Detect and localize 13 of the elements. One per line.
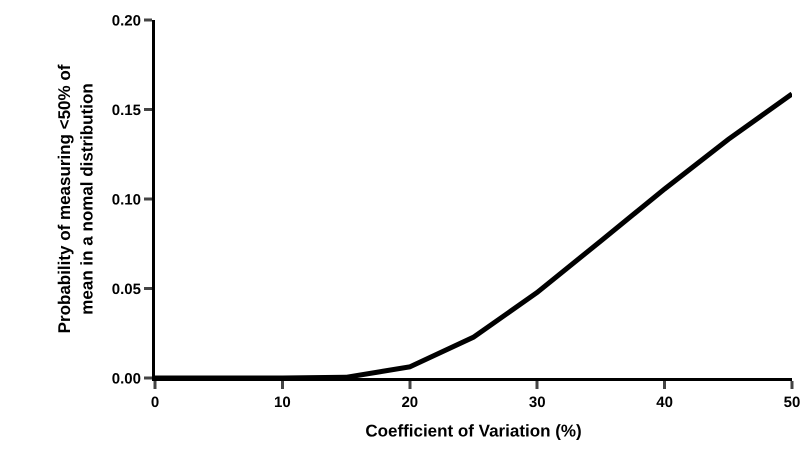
- y-tick-label: 0.15: [112, 102, 141, 119]
- y-tick-label: 0.00: [112, 370, 141, 388]
- x-tick-label: 40: [656, 394, 673, 411]
- x-tick-label: 10: [274, 394, 291, 411]
- x-tick-label: 0: [150, 394, 160, 411]
- x-tick-label: 20: [401, 394, 418, 411]
- y-tick-label: 0.10: [112, 191, 141, 208]
- y-tick-label: 0.20: [112, 12, 141, 30]
- y-tick-label: 0.05: [112, 280, 141, 298]
- x-tick-label: 30: [528, 394, 546, 411]
- x-tick-label: 50: [784, 394, 800, 411]
- y-axis-title: Probability of measuring <50% of mean in a nomal distribution: [55, 64, 96, 334]
- x-axis-title: Coefficient of Variation (%): [365, 421, 582, 440]
